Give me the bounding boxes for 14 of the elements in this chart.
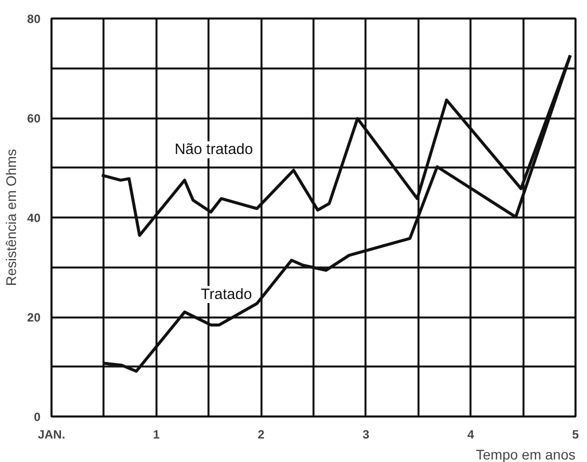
- y-tick-label: 40: [27, 211, 41, 225]
- y-tick-label: 60: [27, 112, 41, 126]
- x-tick-label: 1: [152, 428, 160, 442]
- x-tick-label: JAN.: [38, 428, 66, 442]
- y-tick-label: 0: [34, 410, 41, 424]
- series-label: Não tratado: [174, 141, 253, 158]
- y-tick-label: 80: [27, 12, 41, 26]
- y-tick-label: 20: [27, 310, 41, 324]
- y-axis-title: Resistência em Ohms: [3, 149, 20, 286]
- x-tick-label: 4: [467, 428, 474, 442]
- series-label: Tratado: [200, 286, 252, 303]
- x-tick-label: 3: [362, 428, 370, 442]
- x-tick-label: 2: [258, 428, 265, 442]
- x-tick-label: 5: [572, 428, 580, 442]
